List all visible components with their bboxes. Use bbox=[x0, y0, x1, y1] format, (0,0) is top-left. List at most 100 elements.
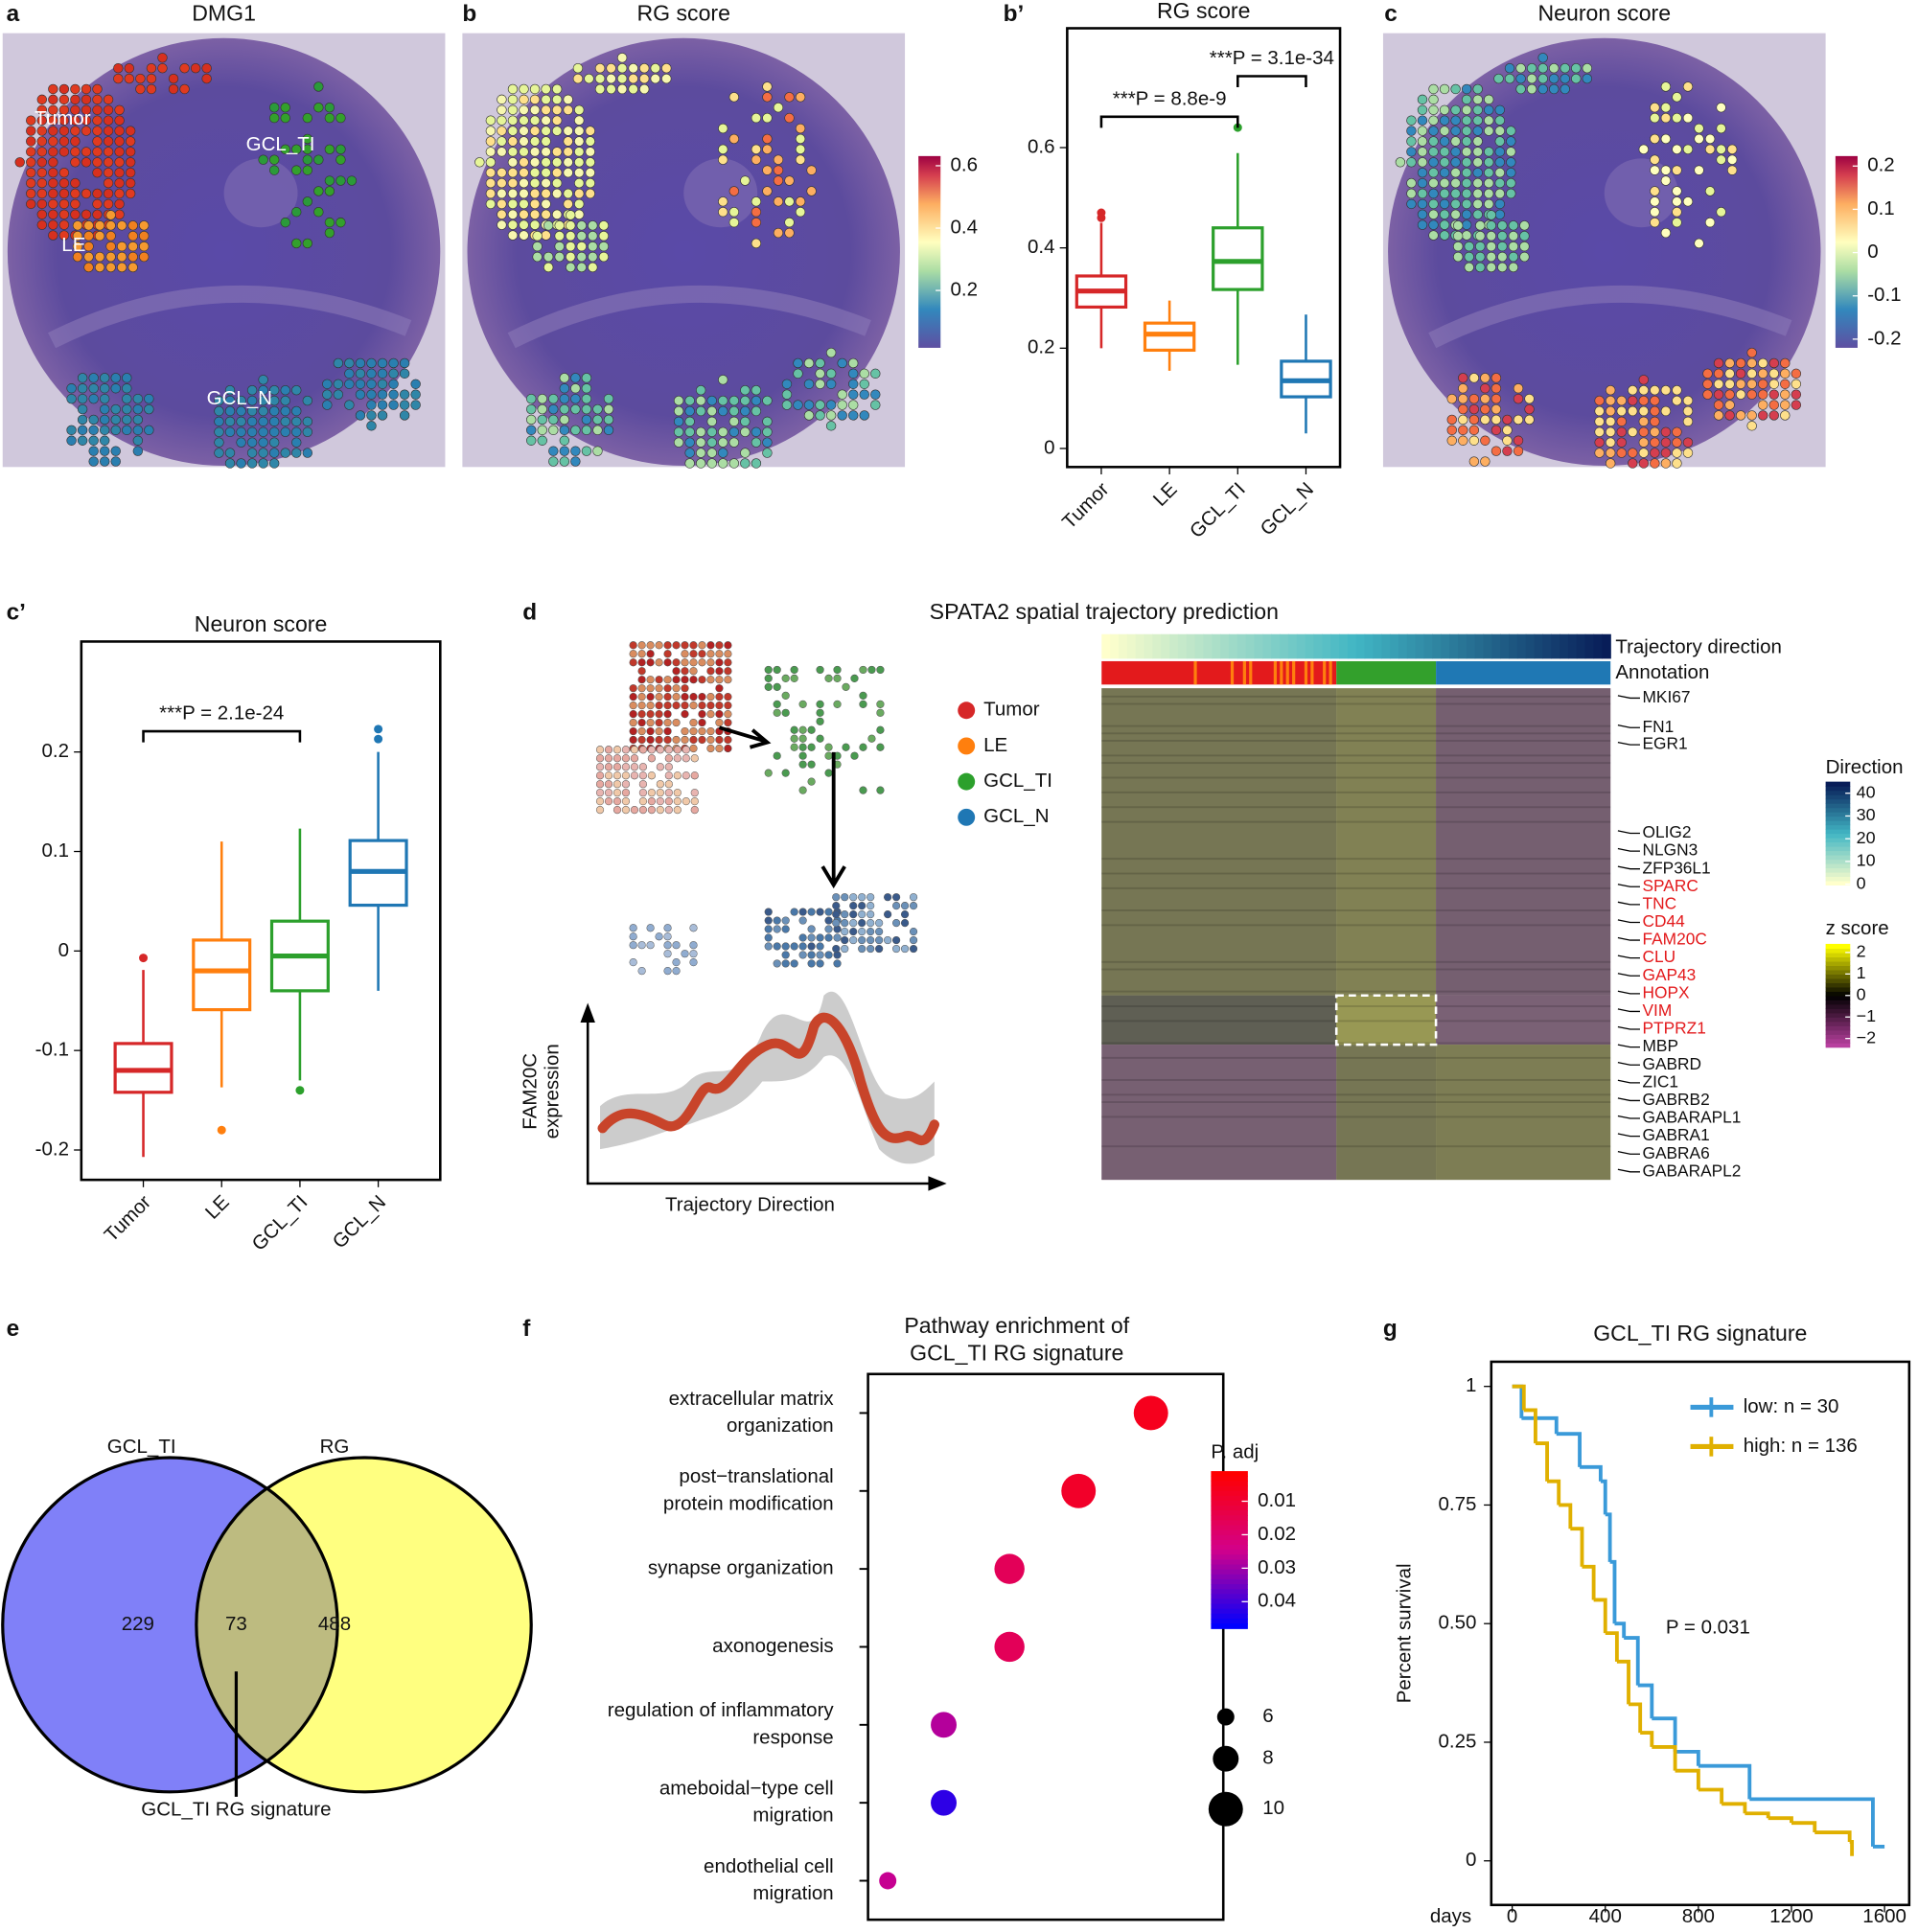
spot bbox=[588, 231, 598, 242]
spot bbox=[661, 62, 672, 74]
schematic-spot bbox=[655, 932, 663, 941]
heatmap-block-base bbox=[1336, 1045, 1437, 1181]
schematic-spot bbox=[637, 667, 646, 676]
schematic-spot bbox=[664, 746, 673, 754]
direction-strip bbox=[1560, 633, 1569, 659]
heatmap-texture bbox=[1101, 1093, 1611, 1096]
spot bbox=[541, 115, 551, 126]
spot bbox=[291, 416, 302, 427]
schematic-spot bbox=[807, 908, 816, 916]
spot bbox=[355, 410, 366, 421]
spot bbox=[48, 167, 58, 178]
spot bbox=[103, 104, 114, 115]
direction-strip bbox=[1390, 633, 1399, 659]
schematic-spot bbox=[663, 967, 672, 976]
spot bbox=[26, 136, 36, 147]
colorbar-segment bbox=[1211, 1613, 1248, 1620]
spot bbox=[1428, 136, 1439, 147]
spot bbox=[606, 73, 616, 84]
schematic-spot bbox=[663, 676, 672, 684]
spot bbox=[66, 383, 77, 394]
schematic-spot bbox=[673, 789, 682, 797]
schematic-spot bbox=[859, 665, 867, 675]
spot bbox=[795, 123, 806, 134]
spot bbox=[1461, 219, 1472, 230]
spot bbox=[519, 147, 529, 157]
schematic-spot bbox=[612, 746, 622, 754]
spot bbox=[1480, 414, 1490, 426]
spot bbox=[1494, 136, 1505, 147]
spot bbox=[529, 209, 541, 219]
survival-step bbox=[1629, 1702, 1643, 1734]
spot bbox=[751, 112, 762, 124]
spot bbox=[168, 83, 179, 95]
spot bbox=[497, 198, 507, 210]
spot bbox=[1758, 400, 1768, 410]
schematic-spot bbox=[867, 665, 876, 675]
survival-step bbox=[1559, 1503, 1573, 1530]
spot bbox=[1417, 115, 1428, 126]
spot bbox=[519, 94, 529, 105]
spot bbox=[570, 456, 581, 467]
direction-strip bbox=[1339, 633, 1349, 659]
arrow bbox=[718, 725, 772, 749]
schematic-spot bbox=[682, 746, 690, 754]
gene-label: OLIG2 bbox=[1643, 822, 1692, 841]
spot bbox=[551, 209, 563, 219]
schematic-spot bbox=[764, 682, 773, 691]
spot bbox=[1452, 231, 1464, 242]
spot bbox=[324, 227, 335, 239]
spot bbox=[1694, 133, 1704, 145]
schematic-spot bbox=[849, 927, 858, 936]
spot bbox=[1461, 147, 1472, 157]
schematic-spot bbox=[689, 924, 698, 932]
spot bbox=[125, 147, 136, 157]
spot bbox=[616, 53, 628, 63]
spot bbox=[77, 393, 88, 404]
significance-label: ***P = 2.1e-24 bbox=[159, 702, 284, 724]
spot bbox=[1524, 414, 1535, 426]
y-tick-label: 0 bbox=[1466, 1849, 1476, 1871]
spot bbox=[48, 177, 58, 189]
colorbar-tick-label: 0 bbox=[1867, 241, 1878, 263]
schematic-spot bbox=[876, 786, 885, 794]
heatmap-block-base bbox=[1336, 688, 1437, 996]
tissue-fold bbox=[1428, 285, 1792, 349]
region-label: GCL_TI bbox=[246, 133, 315, 155]
spot bbox=[1650, 405, 1660, 417]
spot bbox=[246, 416, 258, 427]
spot bbox=[762, 448, 773, 458]
heatmap-texture bbox=[1101, 1020, 1611, 1023]
schematic-spot bbox=[621, 780, 631, 789]
colorbar-segment bbox=[1825, 943, 1851, 950]
schematic-spot bbox=[724, 735, 732, 745]
spot bbox=[706, 448, 717, 458]
spot bbox=[1704, 217, 1716, 228]
spot bbox=[1494, 177, 1505, 189]
gene-label: GABARAPL1 bbox=[1643, 1108, 1742, 1127]
schematic-spot bbox=[724, 718, 732, 727]
spot bbox=[1726, 165, 1738, 175]
spot bbox=[485, 177, 497, 189]
spot bbox=[684, 458, 695, 469]
schematic-spot bbox=[790, 942, 798, 951]
colorbar-segment bbox=[1211, 1594, 1248, 1600]
spot bbox=[214, 395, 224, 406]
spot bbox=[88, 456, 99, 467]
schematic-spot bbox=[807, 933, 816, 942]
spot bbox=[594, 73, 606, 84]
y-tick-label: 0.4 bbox=[1028, 236, 1055, 258]
spot bbox=[14, 157, 25, 168]
spot bbox=[507, 219, 519, 230]
spot bbox=[497, 115, 507, 126]
spot bbox=[1660, 448, 1672, 458]
schematic-spot bbox=[832, 944, 841, 954]
schematic-spot bbox=[859, 700, 867, 708]
spot bbox=[616, 83, 628, 95]
schematic-spot bbox=[715, 693, 724, 702]
direction-strip bbox=[1101, 633, 1111, 659]
colorbar-segment bbox=[1825, 790, 1851, 795]
schematic-spot bbox=[715, 641, 724, 650]
spot bbox=[132, 414, 144, 426]
y-tick-label: 0.75 bbox=[1439, 1493, 1477, 1515]
